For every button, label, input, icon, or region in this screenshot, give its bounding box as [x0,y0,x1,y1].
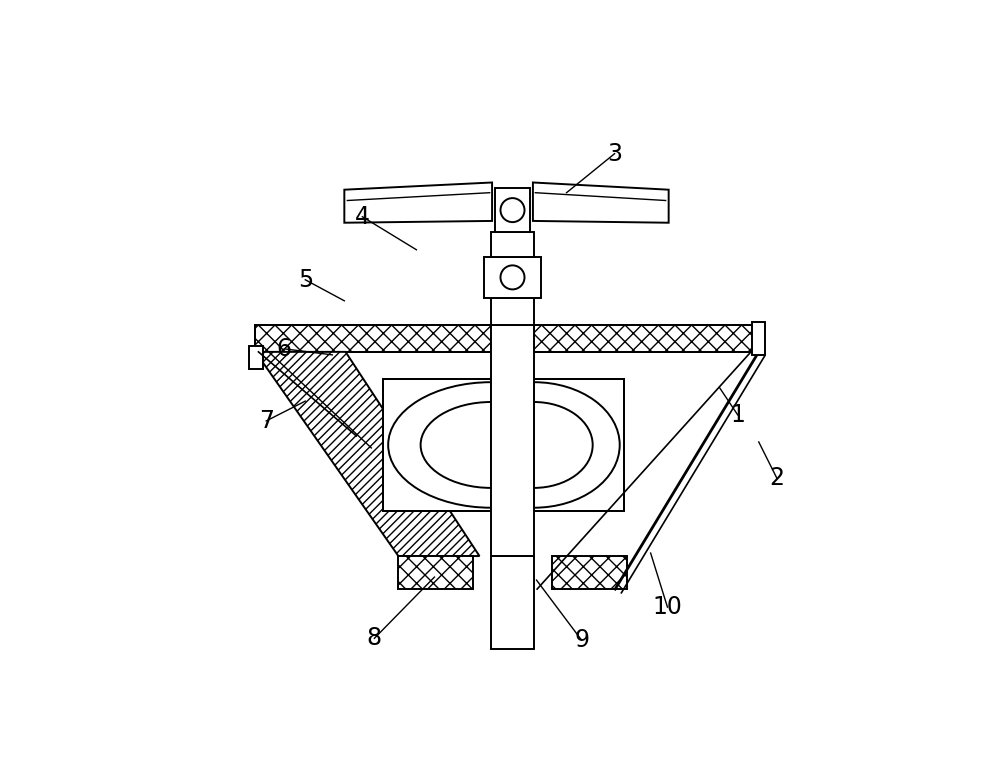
Bar [398,556,473,589]
Text: 5: 5 [298,268,313,292]
Bar [491,556,534,649]
Text: 1: 1 [730,403,745,427]
Bar [534,379,624,511]
Bar [491,324,534,556]
Text: 7: 7 [259,409,274,433]
Polygon shape [533,183,669,223]
Text: 6: 6 [277,337,292,361]
Text: 9: 9 [574,628,589,652]
Bar [484,257,541,298]
Bar [552,556,627,589]
Bar [534,324,759,352]
Text: 3: 3 [607,142,622,165]
Bar [491,298,534,324]
Bar [495,189,530,232]
Text: 4: 4 [355,204,370,229]
Polygon shape [255,352,479,556]
Bar [752,322,765,355]
Polygon shape [344,183,492,223]
Bar [491,232,534,257]
Bar [255,324,491,352]
Text: 8: 8 [367,626,382,651]
Text: 10: 10 [653,595,682,619]
Bar [249,346,263,369]
Text: 2: 2 [769,466,784,490]
Bar [383,379,491,511]
